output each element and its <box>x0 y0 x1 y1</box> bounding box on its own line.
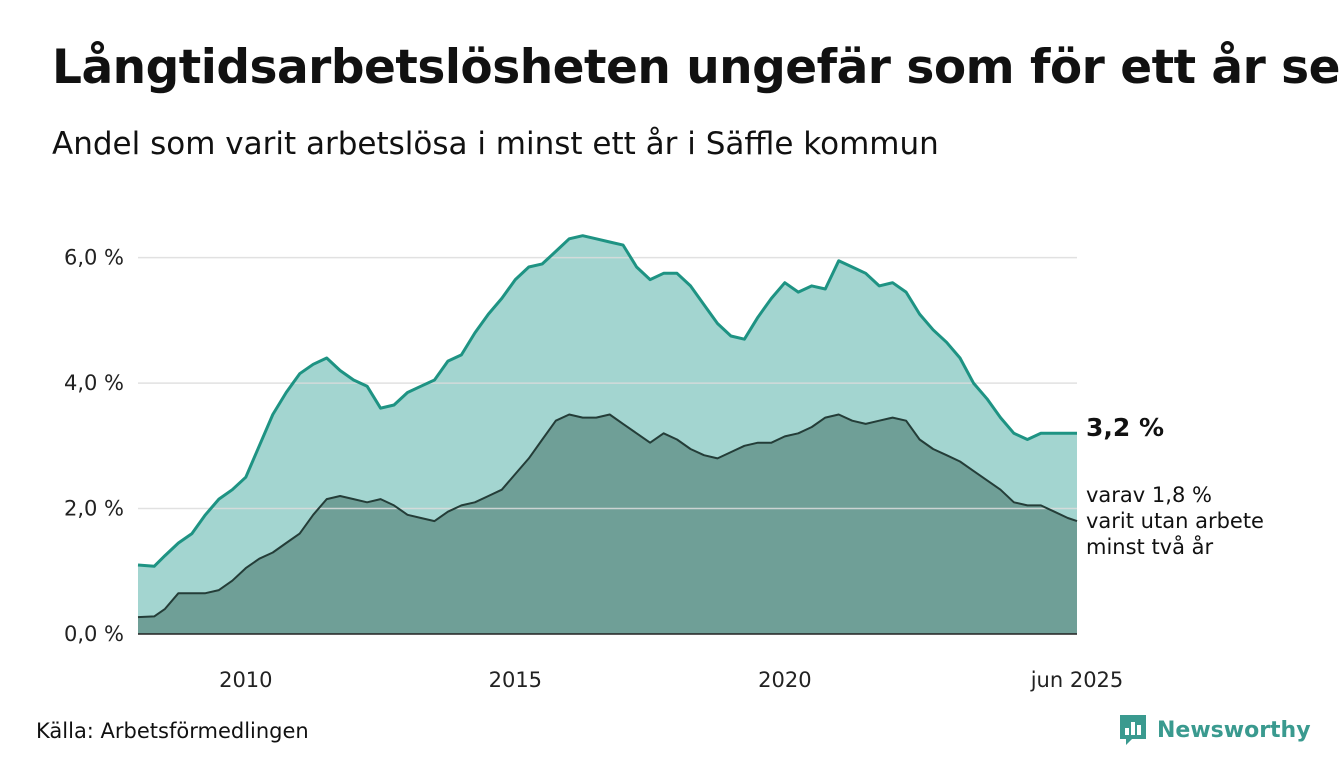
series-2-end-label: varav 1,8 % <box>1086 483 1212 507</box>
y-tick-label: 0,0 % <box>64 622 124 646</box>
y-tick-label: 6,0 % <box>64 246 124 270</box>
brand-name: Newsworthy <box>1157 717 1311 743</box>
series-2-area <box>138 414 1077 634</box>
y-tick-label: 2,0 % <box>64 497 124 521</box>
series-1-end-label: 3,2 % <box>1086 413 1164 442</box>
x-tick-label: 2010 <box>219 668 272 692</box>
newsworthy-logo-icon <box>1120 715 1146 745</box>
series-1-line <box>137 234 1077 568</box>
x-tick-label: jun 2025 <box>1030 668 1124 692</box>
chart-title: Långtidsarbetslösheten ungefär som för e… <box>52 40 1340 95</box>
chart-subtitle: Andel som varit arbetslösa i minst ett å… <box>52 126 939 162</box>
y-tick-label: 4,0 % <box>64 371 124 395</box>
series-2-line <box>137 413 1078 619</box>
series-2-end-label: varit utan arbete <box>1086 509 1264 533</box>
x-tick-label: 2020 <box>758 668 811 692</box>
brand-logo: Newsworthy <box>1118 713 1311 747</box>
source-note: Källa: Arbetsförmedlingen <box>36 719 309 743</box>
series-2-end-label: minst två år <box>1086 534 1214 559</box>
x-tick-label: 2015 <box>489 668 542 692</box>
